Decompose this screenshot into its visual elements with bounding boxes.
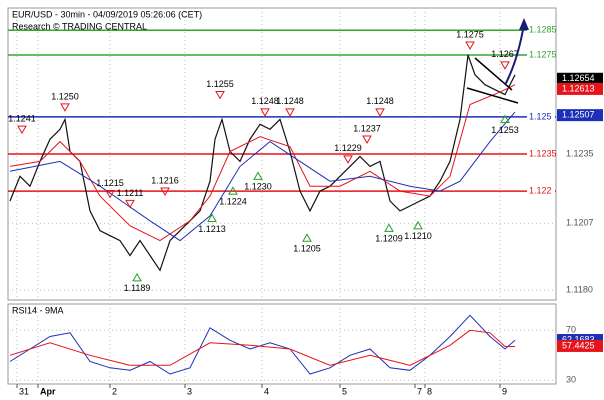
price-box [557,72,603,85]
high-marker [215,91,225,100]
high-label: 1.1237 [353,123,381,133]
series-line [9,54,516,272]
low-marker [500,114,510,123]
high-label: 1.1255 [206,79,234,89]
high-marker [343,155,353,164]
low-marker [253,171,263,180]
series-line [9,84,516,242]
high-marker [125,199,135,209]
low-marker [207,213,217,222]
x-tick-label: 8 [427,386,432,396]
level-label-bg [527,111,555,122]
high-marker [500,61,510,70]
content: 1.1235 1.1207 1.1180 1.1285 1.1275 1.125 1.123… [8,8,603,396]
x-tick-label: 2 [112,386,117,396]
low-marker [302,233,312,242]
high-marker [285,108,295,117]
price-box [557,82,603,95]
series-line [9,329,515,366]
low-marker [413,220,423,230]
y-tick-label: 30 [566,375,576,385]
x-tick-label: Apr [40,386,56,396]
high-marker [362,135,372,145]
high-marker [105,189,115,199]
price-box-label: 62.1683 [562,334,595,344]
high-label: 1.1241 [8,114,36,124]
price-box-label: 57.4425 [562,340,595,350]
price-box [557,109,603,122]
low-marker [384,223,394,232]
y-tick-label: 70 [566,325,576,335]
y-tick-label: 1.1207 [566,218,594,228]
price-box-label: 1.12507 [562,110,595,120]
high-label: 1.1215 [96,178,124,188]
rsi-frame [7,303,557,385]
low-label: 1.1230 [244,182,272,192]
level-label: 1.122 [529,185,552,195]
chart-title: EUR/USD - 30min - 04/09/2019 05:26:06 (C… [12,9,202,19]
low-marker [132,272,142,282]
level-label: 1.1235 [529,148,557,158]
x-tick-label: 3 [187,386,192,396]
forecast-arrow [504,23,525,86]
y-tick-label: 1.1235 [566,148,594,158]
high-label: 1.1248 [251,96,279,106]
level-label: 1.125 [529,111,552,121]
level-label-bg [527,149,555,159]
x-tick-label: 7 [417,386,422,396]
low-label: 1.1213 [198,224,226,234]
y-tick-label: 1.1180 [566,284,593,294]
low-label: 1.1205 [293,244,321,254]
level-label-bg [527,25,555,36]
high-marker [260,108,270,117]
high-label: 1.1229 [334,143,362,153]
price-box-label: 1.12654 [562,73,595,83]
high-label: 1.1250 [51,91,79,101]
arrow-head [519,18,529,30]
high-label: 1.1216 [151,175,179,185]
level-label: 1.1275 [529,49,557,59]
chart-subtitle: Research © TRADING CENTRAL [12,21,147,31]
series-line [9,111,516,242]
low-label: 1.1224 [219,197,247,207]
series-line [9,314,516,375]
high-marker [60,103,70,112]
high-marker [465,41,475,51]
low-label: 1.1209 [375,234,403,244]
x-tick-label: 4 [264,386,269,396]
pattern-line [466,87,519,104]
high-label: 1.1275 [456,29,484,39]
price-box [557,339,603,352]
x-tick-label: 31 [19,386,29,396]
price-box-label: 1.12613 [562,83,595,93]
low-label: 1.1210 [404,231,432,241]
high-label: 1.1267 [491,49,519,59]
low-label: 1.1189 [124,283,151,293]
level-label-bg [527,50,555,61]
high-label: 1.1248 [276,96,304,106]
level-label-bg [527,186,555,197]
x-tick-label: 9 [502,386,507,396]
pattern-line [474,57,513,91]
high-label: 1.1248 [366,96,394,106]
level-label: 1.1285 [529,25,557,35]
high-marker [160,187,170,197]
rsi-title: RSI14 - 9MA [12,305,64,315]
x-tick-label: 5 [342,386,347,396]
high-marker [375,108,385,117]
high-marker [17,125,27,135]
low-label: 1.1253 [491,125,519,135]
high-label: 1.1211 [117,188,144,198]
low-marker [228,186,238,195]
